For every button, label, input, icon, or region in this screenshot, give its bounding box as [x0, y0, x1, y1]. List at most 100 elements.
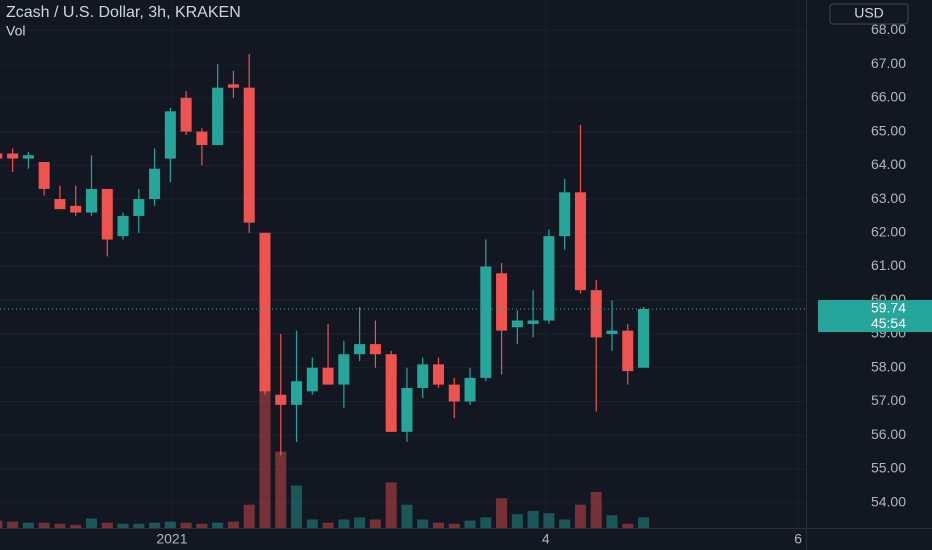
volume-bar [590, 491, 602, 528]
volume-bar [101, 522, 113, 528]
candle-body [496, 273, 508, 331]
volume-bar [432, 522, 445, 528]
y-tick-label: 54.00 [871, 493, 906, 509]
candle-body [464, 377, 476, 402]
candle-body [180, 97, 192, 132]
y-tick-label: 65.00 [871, 122, 906, 138]
currency[interactable]: USD [854, 5, 884, 21]
candle-body [101, 188, 113, 240]
candle-body [212, 87, 224, 146]
volume-bar [527, 511, 539, 528]
y-tick-label: 56.00 [871, 426, 906, 442]
volume-bar [480, 517, 492, 528]
candle-body [227, 84, 239, 88]
y-tick-label: 61.00 [871, 257, 906, 273]
candle-body [448, 384, 460, 402]
candle-body [527, 320, 539, 324]
volume-label: Vol [6, 23, 25, 39]
volume-bar [227, 521, 239, 528]
y-tick-label: 63.00 [871, 190, 906, 206]
y-tick-label: 62.00 [871, 223, 906, 239]
countdown-tag [818, 317, 932, 333]
candle-body [149, 168, 161, 200]
x-tick-label: 2021 [156, 531, 187, 547]
currency-button[interactable] [829, 3, 909, 25]
volume-bar [385, 482, 397, 528]
volume-bar [85, 518, 98, 528]
volume-bar [133, 523, 145, 528]
volume-bar [22, 522, 34, 528]
volume-bar [306, 519, 318, 528]
candle-body [369, 344, 381, 355]
candle-body [196, 131, 208, 146]
x-tick-label: 6 [794, 531, 802, 547]
volume-bar [606, 515, 618, 528]
volume-bar [338, 519, 350, 528]
candle-body [0, 153, 3, 159]
candle-body [385, 354, 397, 432]
volume-bar [117, 523, 129, 528]
candle-body [606, 330, 618, 335]
candle-body [574, 192, 586, 291]
candle-body [85, 188, 98, 213]
volume-bar [496, 498, 508, 528]
volume-bar [164, 521, 176, 528]
volume-bar [212, 522, 224, 528]
candle-body [291, 381, 303, 405]
volume-bar [638, 517, 650, 528]
volume-bar [243, 504, 255, 528]
candle-body [638, 309, 650, 368]
volume-bar [70, 524, 82, 528]
volume-bar [622, 523, 634, 528]
volume-bar [149, 522, 161, 528]
candle-body [275, 394, 287, 405]
candle-body [559, 192, 571, 237]
last-price-label: 59.74 [871, 300, 906, 316]
candle-body [354, 344, 366, 355]
volume-bar [7, 521, 19, 528]
y-tick-label: 68.00 [871, 21, 906, 37]
volume-bar [543, 513, 555, 528]
candle-body [590, 290, 602, 338]
volume-bar [322, 522, 334, 528]
candle-body [401, 387, 413, 432]
last-price-tag [818, 300, 932, 318]
volume-bar [369, 519, 381, 528]
volume-bar [559, 519, 571, 528]
candle-body [417, 364, 429, 388]
candle-body [306, 367, 318, 392]
candle-body [511, 320, 523, 328]
volume-bar [54, 523, 66, 528]
candle-body [22, 155, 34, 159]
volume-bar [511, 514, 523, 528]
volume-bar [180, 522, 192, 528]
candle-body [432, 364, 445, 385]
candle-body [117, 215, 129, 237]
candle-body [54, 199, 66, 210]
candle-body [480, 266, 492, 378]
candle-body [543, 236, 555, 321]
candle-body [259, 232, 271, 392]
candle-body [7, 153, 19, 159]
y-tick-label: 66.00 [871, 89, 906, 105]
volume-bar [291, 485, 303, 528]
candle-body [164, 111, 176, 159]
volume-bar [401, 504, 413, 528]
candle-body [38, 161, 50, 189]
countdown-label: 45:54 [871, 315, 906, 331]
plot-area [0, 0, 806, 528]
candle-body [70, 205, 82, 213]
volume-bar [448, 523, 460, 528]
volume-bar [196, 523, 208, 528]
chart-title: Zcash / U.S. Dollar, 3h, KRAKEN [6, 4, 241, 21]
candle-body [338, 354, 350, 385]
x-tick-label: 4 [542, 531, 550, 547]
candle-body [133, 199, 145, 216]
volume-bar [417, 519, 429, 528]
volume-bar [259, 388, 271, 528]
y-tick-label: 67.00 [871, 55, 906, 71]
y-tick-label: 57.00 [871, 392, 906, 408]
volume-bar [574, 504, 586, 528]
